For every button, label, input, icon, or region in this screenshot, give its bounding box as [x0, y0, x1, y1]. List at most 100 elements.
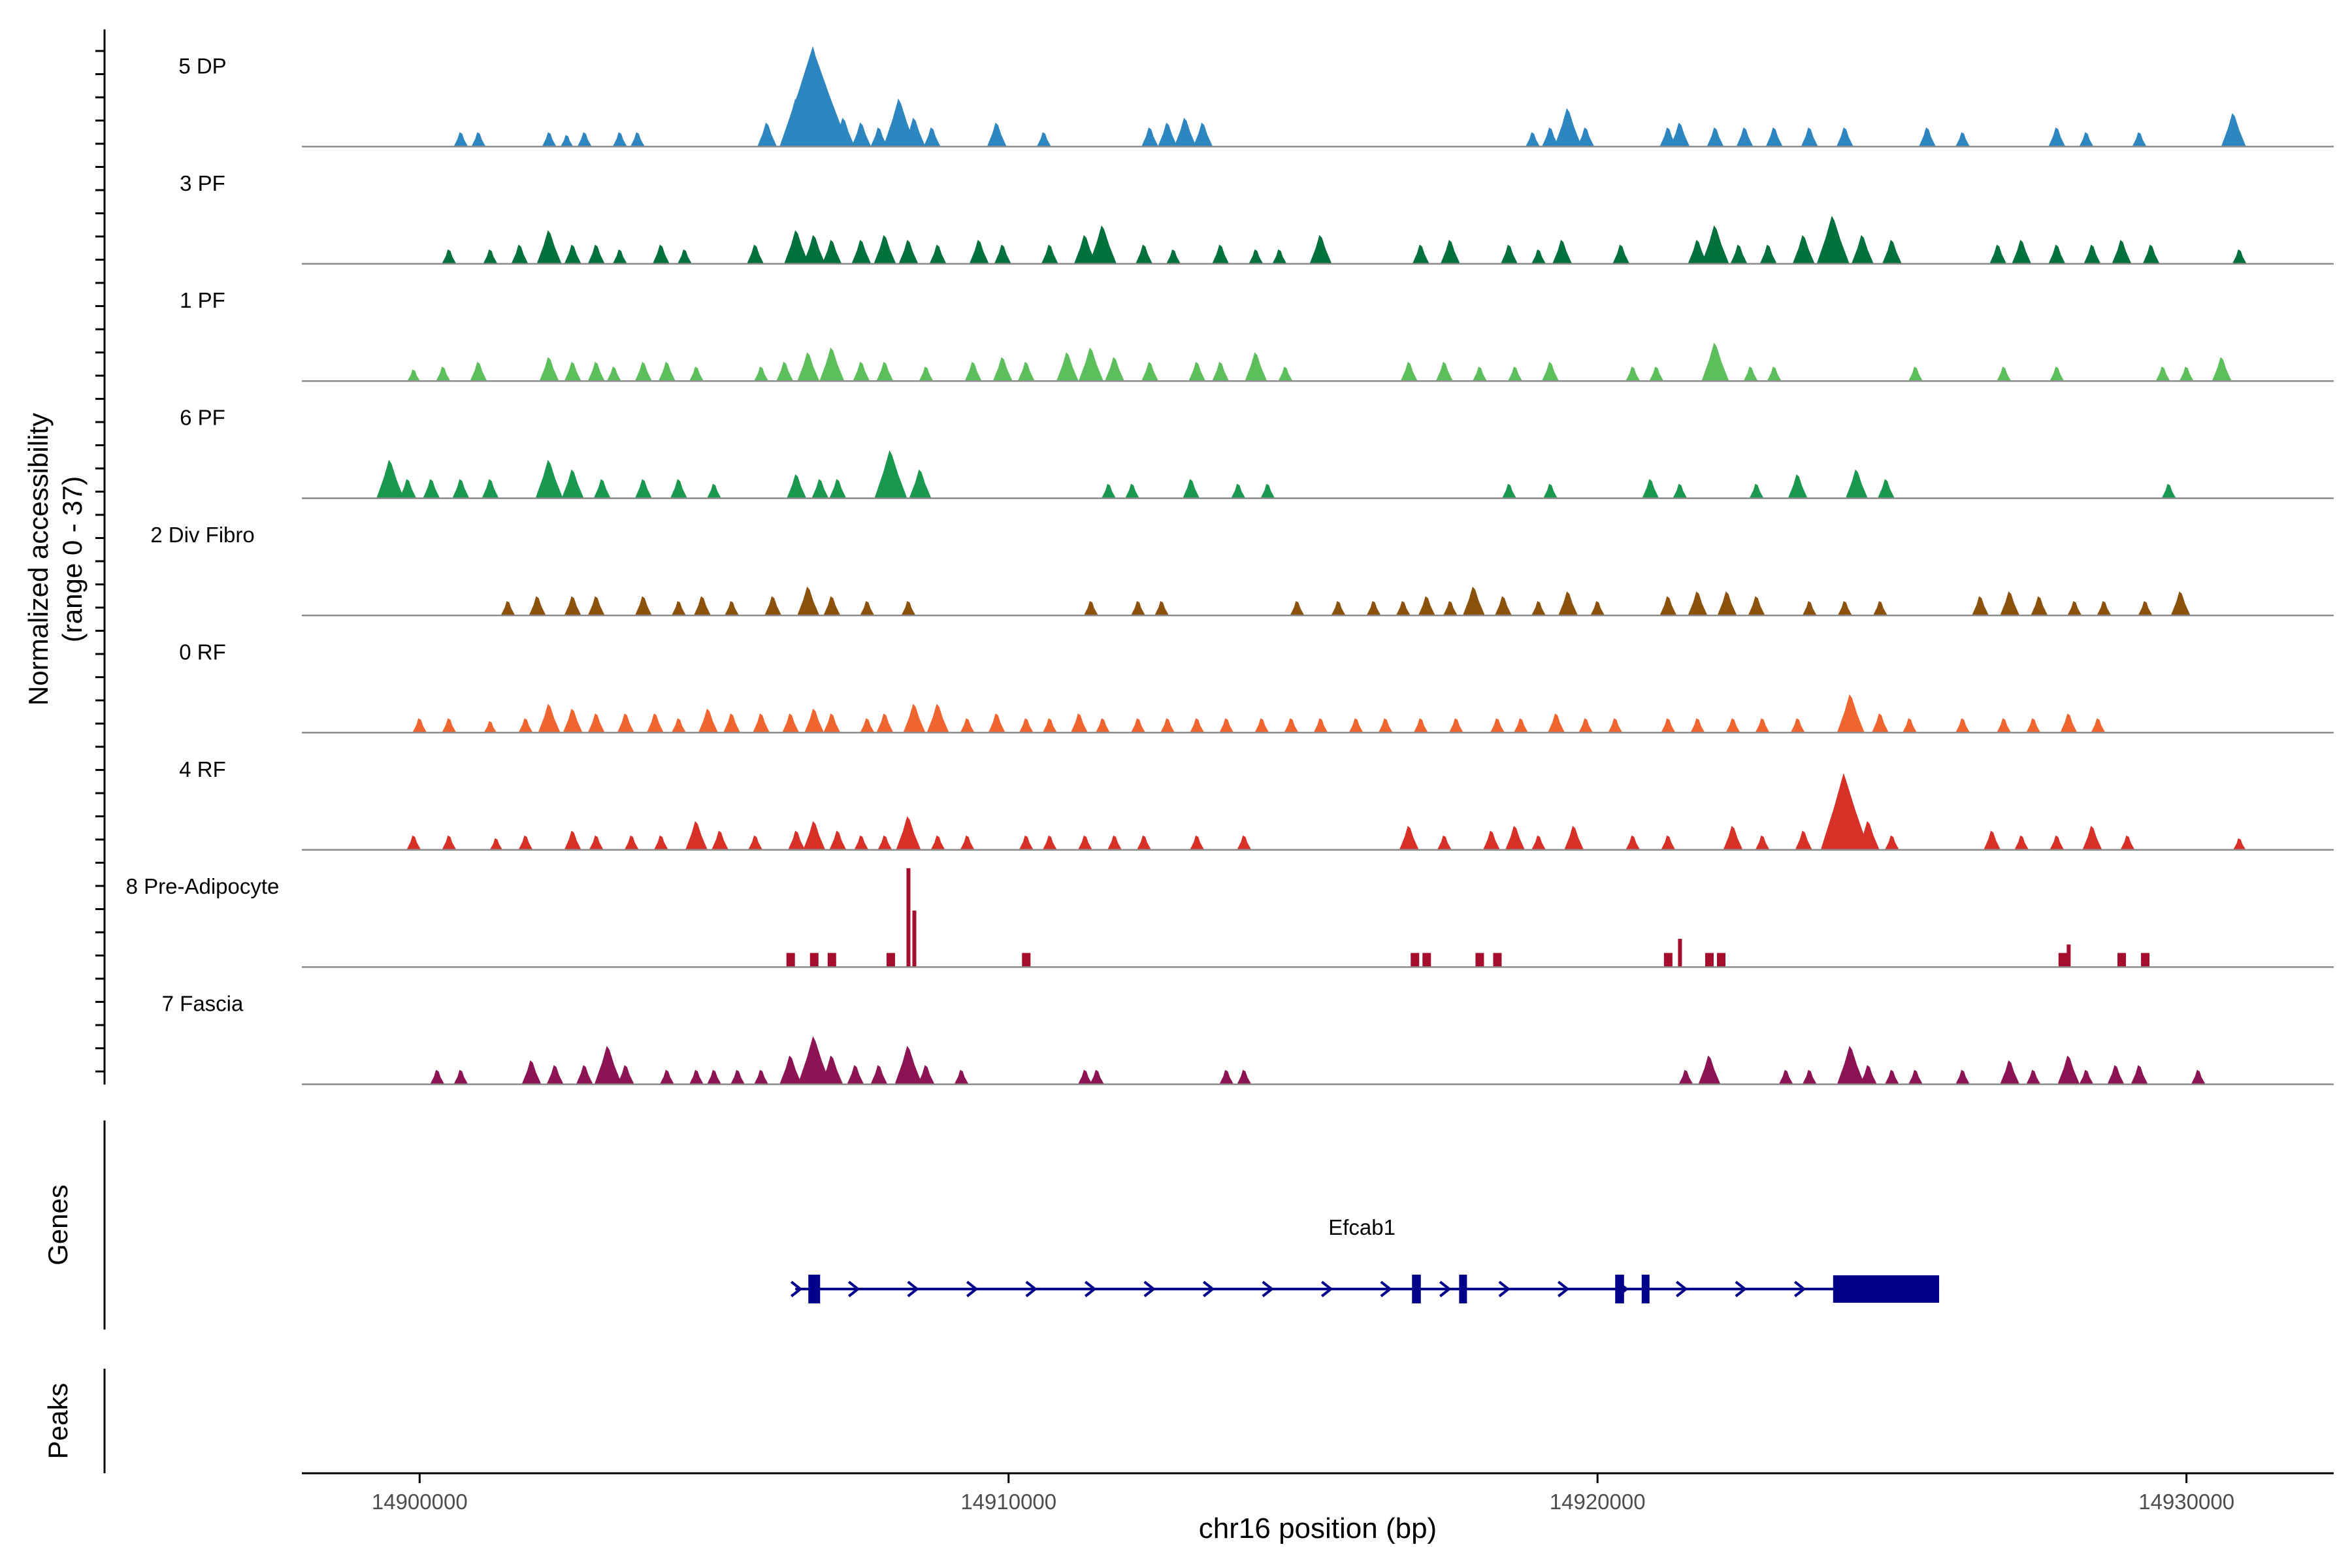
track-peak — [1816, 216, 1850, 264]
track-peak — [587, 596, 605, 615]
track-peak — [1554, 108, 1582, 147]
track-peak — [2132, 132, 2147, 147]
track-peak — [1019, 718, 1034, 733]
track-peak — [1877, 479, 1895, 498]
track-peak — [807, 89, 845, 147]
strand-arrow-icon — [791, 1281, 803, 1298]
track-peak — [1688, 591, 1708, 615]
track-peak — [1908, 1070, 1923, 1085]
track-peak — [511, 244, 529, 264]
track-peak — [1313, 718, 1328, 733]
gene-label: Efcab1 — [1328, 1215, 1396, 1239]
track-peak — [1160, 718, 1175, 733]
track-peak — [2117, 953, 2126, 968]
track-peak — [1125, 483, 1140, 498]
track-peak — [1795, 830, 1812, 850]
track-peak — [1845, 469, 1868, 498]
track-peak — [883, 98, 916, 147]
track-peak — [1736, 127, 1754, 147]
track-peak — [489, 838, 503, 850]
track-peak — [1190, 835, 1205, 850]
strand-arrow-icon — [1025, 1281, 1037, 1298]
track-peak — [876, 713, 894, 733]
track-peak — [1590, 600, 1605, 615]
track-peak — [2000, 1060, 2020, 1085]
track-4-rf: 4 RF — [179, 757, 2334, 851]
track-peak — [960, 835, 975, 850]
track-peak — [1183, 479, 1200, 498]
track-peak — [563, 708, 583, 733]
track-peak — [2031, 596, 2048, 615]
track-peak — [1440, 240, 1460, 264]
track-peak — [593, 479, 611, 498]
accessibility-y-axis-ticks — [95, 50, 105, 1073]
track-peak — [693, 596, 711, 615]
track-peak — [1558, 591, 1578, 615]
track-peak — [1802, 600, 1817, 615]
track-peak — [1661, 835, 1676, 850]
track-peak — [1135, 244, 1153, 264]
track-peak — [870, 127, 888, 147]
track-peak — [1548, 713, 1565, 733]
x-tick-label: 14900000 — [372, 1490, 468, 1514]
track-peak — [1245, 352, 1267, 382]
track-peak — [1219, 718, 1234, 733]
track-peak — [1723, 826, 1743, 850]
track-peak — [1412, 244, 1429, 264]
track-peak — [442, 835, 457, 850]
track-peak — [430, 1070, 445, 1085]
track-peak — [2107, 1065, 2125, 1085]
track-peak — [832, 118, 855, 147]
track-peak — [1378, 718, 1393, 733]
track-peak — [1717, 591, 1737, 615]
track-peak — [782, 713, 800, 733]
track-peak — [452, 479, 470, 498]
track-peak — [1678, 938, 1682, 968]
track-peak — [827, 953, 836, 968]
track-peak — [1837, 1045, 1865, 1085]
track-peak — [1475, 953, 1484, 968]
track-peak — [698, 708, 718, 733]
track-peak — [1131, 718, 1146, 733]
track-peak — [803, 235, 826, 264]
track-peak — [797, 352, 820, 382]
strand-arrow-icon — [1498, 1281, 1511, 1298]
track-peak — [1193, 122, 1213, 147]
track-peak — [903, 118, 926, 147]
track-peak — [1872, 600, 1887, 615]
track-peak — [1755, 718, 1770, 733]
track-peak — [1871, 713, 1889, 733]
track-peak — [1670, 122, 1690, 147]
track-peak — [809, 953, 819, 968]
track-peak — [1526, 132, 1541, 147]
track-peak — [847, 1065, 864, 1085]
track-peak — [2138, 600, 2153, 615]
track-peak — [560, 135, 574, 147]
track-peak — [1411, 953, 1420, 968]
track-label-5-dp: 5 DP — [178, 54, 226, 78]
track-peak — [412, 718, 427, 733]
track-peak — [671, 718, 686, 733]
track-peak — [689, 1070, 704, 1085]
track-peak — [1095, 718, 1110, 733]
track-peak — [1022, 953, 1031, 968]
track-peak — [652, 244, 670, 264]
track-peak — [399, 479, 417, 498]
track-peak — [659, 1070, 674, 1085]
track-peak — [786, 953, 795, 968]
track-peak — [1107, 835, 1122, 850]
track-peak — [2012, 240, 2032, 264]
track-peak — [1678, 1070, 1693, 1085]
track-peak — [2179, 367, 2194, 382]
track-peak — [653, 835, 668, 850]
track-peak — [821, 1055, 843, 1085]
track-label-2-div-fibro: 2 Div Fibro — [150, 523, 255, 547]
track-peak — [577, 132, 592, 147]
track-peak — [1366, 600, 1381, 615]
track-peak — [2112, 240, 2132, 264]
track-peak — [564, 596, 581, 615]
track-peak — [1188, 361, 1206, 382]
track-label-8-pre-adipocyte: 8 Pre-Adipocyte — [126, 874, 280, 898]
strand-arrow-icon — [907, 1281, 919, 1298]
genes-panel-label: Genes — [42, 1184, 73, 1266]
